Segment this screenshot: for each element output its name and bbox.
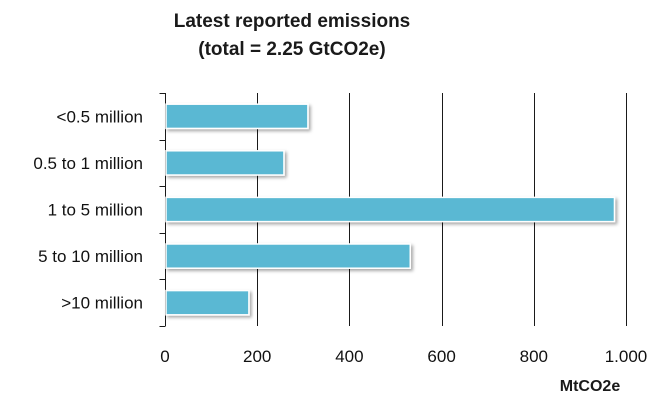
bar <box>165 150 285 176</box>
chart-title: Latest reported emissions (total = 2.25 … <box>174 11 411 60</box>
category-label: <0.5 million <box>57 107 143 126</box>
bar <box>165 103 309 130</box>
bars <box>165 103 616 316</box>
x-tick-label: 200 <box>243 347 271 366</box>
x-tick-label: 400 <box>335 347 363 366</box>
axes <box>159 93 166 327</box>
chart-title-line-1: Latest reported emissions <box>174 11 411 32</box>
x-tick-label: 0 <box>160 347 169 366</box>
category-label: 0.5 to 1 million <box>33 154 143 173</box>
category-labels: <0.5 million 0.5 to 1 million 1 to 5 milli… <box>33 107 143 312</box>
bar <box>165 289 250 316</box>
bar <box>165 196 616 223</box>
chart-title-line-2: (total = 2.25 GtCO2e) <box>198 39 385 60</box>
x-axis-title: MtCO2e <box>560 378 621 395</box>
x-tick-label: 1.000 <box>605 347 648 366</box>
bar <box>165 243 412 269</box>
category-label: 1 to 5 million <box>48 201 143 220</box>
x-tick-labels: 0 200 400 600 800 1.000 <box>160 347 647 366</box>
x-tick-label: 600 <box>427 347 455 366</box>
category-label: >10 million <box>61 294 143 313</box>
x-tick-label: 800 <box>520 347 548 366</box>
category-label: 5 to 10 million <box>38 247 143 266</box>
